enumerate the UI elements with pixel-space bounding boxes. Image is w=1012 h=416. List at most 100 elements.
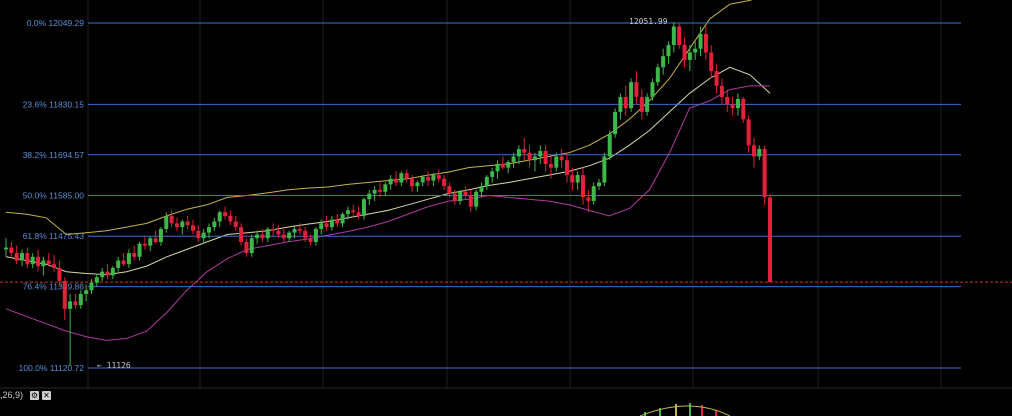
candle-body: [132, 253, 137, 257]
candle-body: [442, 178, 447, 187]
candle-body: [719, 85, 724, 98]
candle-body: [14, 253, 19, 261]
candle-body: [436, 175, 441, 179]
candle-body: [709, 52, 714, 72]
fib-level-label: 0.0% 12049.29: [27, 18, 84, 28]
candle-body: [169, 215, 174, 224]
candle-body: [292, 228, 297, 233]
candle-body: [158, 228, 163, 242]
candle-body: [190, 225, 195, 231]
candle-body: [20, 253, 25, 261]
candle-body: [84, 290, 89, 294]
candle-body: [645, 97, 650, 112]
candle-body: [356, 212, 361, 216]
candle-body: [41, 260, 46, 267]
candle-body: [714, 71, 719, 86]
candle-body: [500, 163, 505, 168]
candle-body: [543, 150, 548, 164]
candle-body: [559, 156, 564, 161]
candle-body: [725, 97, 730, 105]
candle-body: [62, 280, 67, 309]
candle-body: [751, 145, 756, 157]
candle-body: [94, 277, 99, 283]
candle-body: [655, 67, 660, 83]
candle-body: [410, 178, 415, 187]
candle-body: [319, 223, 324, 229]
candle-body: [741, 98, 746, 120]
candle-body: [597, 182, 602, 187]
bollinger-bands: [5, 0, 771, 341]
candle-body: [201, 232, 206, 239]
lower-band-line: [5, 85, 770, 341]
candle-body: [46, 260, 51, 265]
high-price-label: 12051.99: [629, 17, 668, 26]
candle-body: [89, 282, 94, 291]
candle-body: [153, 238, 158, 242]
macd-indicator-label: ,26,9): [0, 390, 24, 400]
candle-body: [351, 210, 356, 213]
candle-body: [180, 221, 185, 228]
candle-body: [110, 267, 115, 276]
candle-body: [287, 232, 292, 239]
fibonacci-retracement[interactable]: 0.0% 12049.29 23.6% 11830.15 38.2% 11694.5…: [19, 18, 961, 373]
candle-body: [388, 178, 393, 185]
candle-body: [426, 176, 431, 181]
candle-body: [548, 163, 553, 168]
candle-body: [57, 267, 62, 281]
candle-body: [100, 271, 105, 278]
close-icon[interactable]: ✕: [42, 391, 51, 400]
candle-body: [255, 234, 260, 239]
candle-body: [233, 221, 238, 228]
candle-body: [687, 52, 692, 60]
candle-body: [623, 97, 628, 109]
fib-level-label: 100.0% 11120.72: [19, 363, 85, 373]
candle-body: [340, 214, 345, 224]
candle-body: [506, 162, 511, 168]
candle-body: [78, 293, 83, 306]
candle-body: [329, 219, 334, 228]
candle-body: [324, 223, 329, 228]
candle-body: [244, 241, 249, 254]
candle-body: [693, 48, 698, 53]
candle-body: [511, 156, 516, 163]
candle-body: [36, 256, 41, 267]
candle-body: [73, 301, 78, 306]
candle-body: [613, 111, 618, 135]
candle-body: [313, 228, 318, 242]
candle-body: [105, 271, 110, 276]
settings-icon[interactable]: ⚙: [30, 391, 39, 400]
candle-body: [516, 149, 521, 157]
candle-body: [404, 173, 409, 179]
candle-body: [420, 176, 425, 183]
candle-body: [698, 33, 703, 49]
volume-curve: [639, 405, 731, 416]
candle-body: [196, 230, 201, 239]
candle-body: [639, 97, 644, 112]
candle-body: [703, 33, 708, 53]
low-price-label: ← 11126: [97, 361, 131, 370]
candle-body: [68, 301, 73, 309]
candle-body: [142, 243, 147, 246]
fib-level-label: 76.4% 11339.86: [23, 282, 85, 292]
candle-body: [762, 149, 767, 198]
candle-body: [768, 197, 772, 283]
candle-body: [570, 175, 575, 183]
candle-body: [137, 243, 142, 257]
candle-body: [271, 228, 276, 231]
candle-body: [564, 160, 569, 176]
candle-body: [212, 221, 217, 228]
candle-body: [735, 98, 740, 109]
candle-body: [452, 193, 457, 202]
candle-body: [581, 175, 586, 198]
candle-body: [474, 191, 479, 207]
candle-body: [121, 260, 126, 265]
candle-body: [335, 219, 340, 224]
candle-body: [174, 223, 179, 228]
candle-body: [618, 97, 623, 112]
candle-body: [217, 212, 222, 222]
candle-body: [666, 45, 671, 57]
candle-body: [602, 156, 607, 183]
candle-body: [730, 104, 735, 109]
candle-body: [591, 186, 596, 202]
